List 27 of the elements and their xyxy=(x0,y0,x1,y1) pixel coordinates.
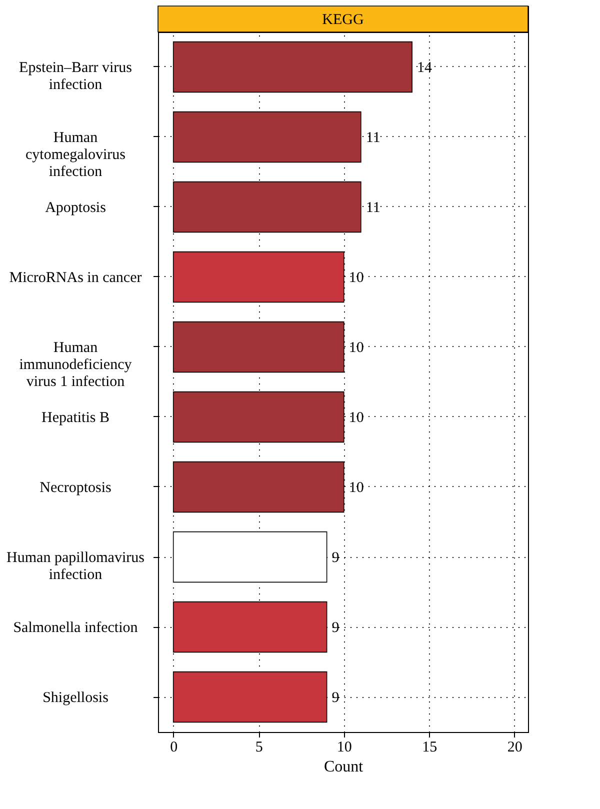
x-tick-label: 20 xyxy=(507,740,522,756)
data-label: 10 xyxy=(348,340,364,356)
data-label: 9 xyxy=(332,550,340,566)
x-tick-label: 15 xyxy=(422,740,438,756)
data-label: 10 xyxy=(348,270,364,286)
y-tick-label: Human papillomavirus infection xyxy=(6,550,145,583)
data-label: 14 xyxy=(417,60,433,76)
data-label: 10 xyxy=(348,480,364,496)
data-label: 9 xyxy=(332,690,340,706)
data-label: 9 xyxy=(332,620,340,636)
x-axis-title: Count xyxy=(324,758,364,776)
data-label: 11 xyxy=(366,130,380,146)
y-tick-label: Salmonella infection xyxy=(13,620,138,636)
x-tick-label: 5 xyxy=(255,740,263,756)
y-tick-label: MicroRNAs in cancer xyxy=(9,270,142,286)
data-label: 10 xyxy=(348,410,364,426)
y-tick-label: Human immunodeficiency virus 1 infection xyxy=(19,340,132,390)
y-tick-label: Human cytomegalovirus infection xyxy=(26,130,126,180)
y-tick-label: Necroptosis xyxy=(40,480,112,496)
data-label: 11 xyxy=(366,200,380,216)
x-tick-label: 10 xyxy=(336,740,352,756)
chart-title: KEGG xyxy=(322,12,364,28)
x-tick-label: 0 xyxy=(170,740,178,756)
y-tick-label: Shigellosis xyxy=(42,690,109,706)
y-tick-label: Epstein–Barr virus infection xyxy=(19,60,132,93)
y-tick-label: Apoptosis xyxy=(45,200,106,216)
y-tick-label: Hepatitis B xyxy=(42,410,110,426)
